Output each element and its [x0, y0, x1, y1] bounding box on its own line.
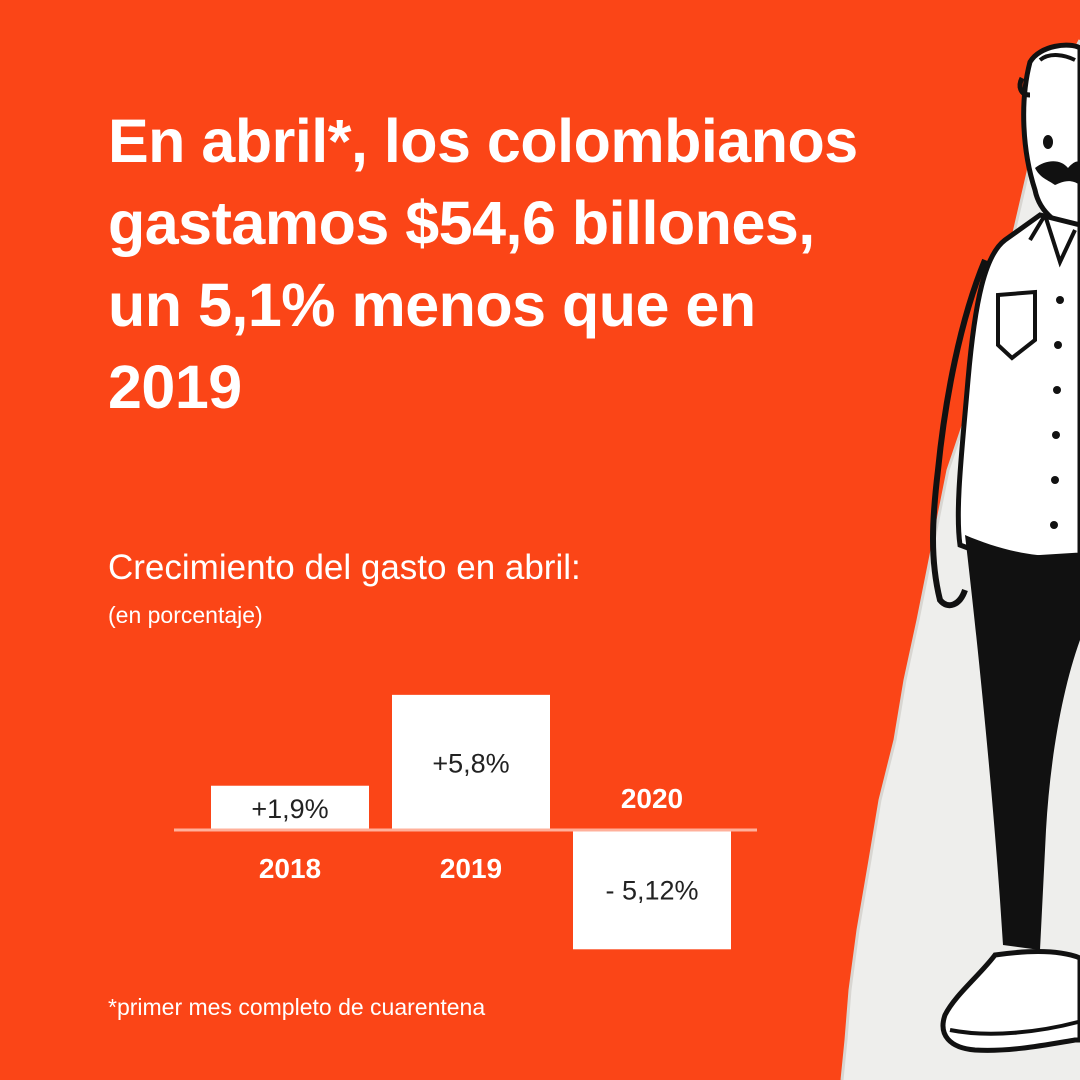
eye-shape: [1043, 135, 1053, 149]
shirt-buttons: [1050, 296, 1064, 529]
trousers-shape: [965, 535, 1080, 950]
category-label-2018: 2018: [259, 853, 321, 884]
chart-unit-subtitle: (en porcentaje): [108, 602, 263, 628]
bar-2019: [392, 694, 550, 830]
chart-title: Crecimiento del gasto en abril:: [108, 548, 581, 587]
arm-shape: [930, 258, 988, 609]
bar-2020: [573, 830, 731, 950]
man-in-shirt-illustration: [840, 39, 1080, 1080]
bar-2018: [211, 785, 369, 830]
shirt-shape: [955, 212, 1080, 563]
headline: En abril*, los colombianos gastamos $54,…: [108, 107, 858, 421]
value-label-2019: +5,8%: [432, 748, 509, 778]
shoe-shape: [940, 949, 1080, 1053]
value-label-2020: - 5,12%: [605, 876, 698, 906]
category-label-2020: 2020: [621, 783, 683, 814]
pocket-shape: [996, 289, 1037, 361]
footnote: *primer mes completo de cuarentena: [108, 994, 486, 1020]
category-label-2019: 2019: [440, 853, 502, 884]
mustache-shape: [1035, 161, 1080, 185]
value-label-2018: +1,9%: [251, 794, 328, 824]
